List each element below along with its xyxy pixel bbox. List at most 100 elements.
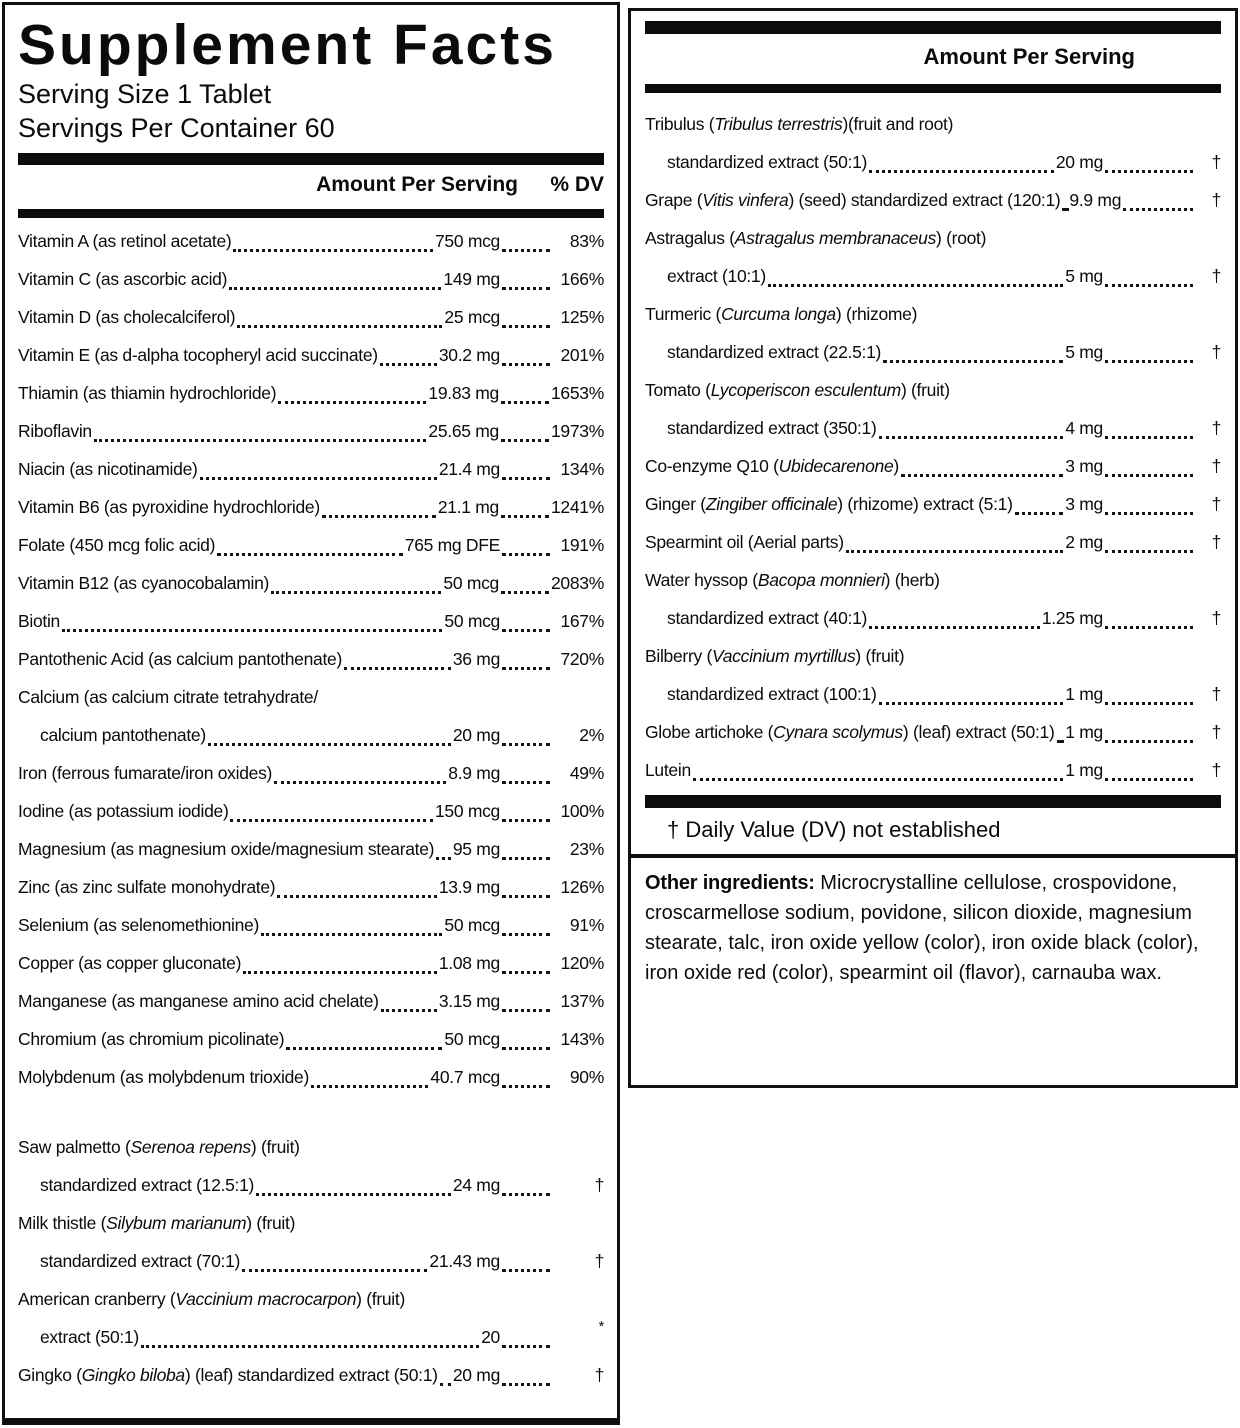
ingredient-value-line: Ginger (Zingiber officinale) (rhizome) e… [645, 485, 1221, 523]
ingredient-row: Co-enzyme Q10 (Ubidecarenone) 3 mg † [645, 447, 1221, 485]
ingredient-row: Iron (ferrous fumarate/iron oxides) 8.9 … [18, 754, 604, 792]
ingredient-name: Chromium (as chromium picolinate) [18, 1029, 285, 1049]
daily-value: 91% [569, 915, 604, 935]
ingredient-row: Spearmint oil (Aerial parts) 2 mg † [645, 523, 1221, 561]
amount-value: 13.9 mg [438, 877, 500, 897]
column-header-row: Amount Per Serving % DV [18, 165, 604, 205]
ingredient-value-line: standardized extract (350:1) 4 mg † [645, 409, 1221, 447]
dot-leader [61, 629, 443, 632]
ingredient-row: Vitamin E (as d-alpha tocopheryl acid su… [18, 336, 604, 374]
dot-leader [379, 363, 437, 366]
dot-leader [502, 1269, 550, 1272]
amount-value: 1 mg [1065, 760, 1103, 780]
ingredient-row: Water hyssop (Bacopa monnieri) (herb) sta… [645, 561, 1221, 637]
serving-size-line: Serving Size 1 Tablet [18, 79, 272, 109]
dot-leader [1062, 208, 1068, 211]
amount-value: 40.7 mcg [430, 1067, 500, 1087]
dot-leader [93, 439, 427, 442]
ingredient-name: Zinc (as zinc sulfate monohydrate) [18, 877, 276, 897]
daily-value: 90% [569, 1067, 604, 1087]
dot-leader [1105, 550, 1193, 553]
other-ingredients-text: Microcrystalline cellulose, crospovidone… [645, 872, 1199, 984]
ingredient-row: Ginger (Zingiber officinale) (rhizome) e… [645, 485, 1221, 523]
ingredient-row: Milk thistle (Silybum marianum) (fruit) s… [18, 1204, 604, 1280]
ingredient-name-line: Calcium (as calcium citrate tetrahydrate… [18, 687, 318, 707]
ingredient-name-line: Tomato (Lycoperiscon esculentum) (fruit) [645, 380, 950, 400]
dot-leader [502, 1383, 550, 1386]
dot-leader [229, 287, 442, 290]
dot-leader [1105, 740, 1193, 743]
dot-leader [502, 971, 550, 974]
ingredient-name: standardized extract (70:1) [40, 1251, 241, 1271]
daily-value: 100% [560, 801, 604, 821]
amount-value: 95 mg [452, 839, 500, 859]
daily-value: 1653% [551, 383, 604, 403]
percent-dv-header: % DV [550, 173, 604, 196]
ingredient-name-line: Saw palmetto (Serenoa repens) (fruit) [18, 1137, 300, 1157]
section-spacer [18, 1096, 604, 1124]
dot-leader [261, 933, 443, 936]
dot-leader [501, 515, 549, 518]
ingredient-name: Niacin (as nicotinamide) [18, 459, 198, 479]
daily-value: † [1211, 152, 1222, 172]
amount-value: 20 mg [1055, 152, 1103, 172]
ingredient-row: Turmeric (Curcuma longa) (rhizome) standa… [645, 295, 1221, 371]
servings-per-container-line: Servings Per Container 60 [18, 113, 335, 143]
dot-leader [207, 743, 451, 746]
dot-leader [501, 439, 549, 442]
divider-bar-thick [18, 153, 604, 165]
daily-value: 191% [560, 535, 604, 555]
ingredient-row: Astragalus (Astragalus membranaceus) (ro… [645, 219, 1221, 295]
dot-leader [1105, 436, 1193, 439]
ingredient-name: Spearmint oil (Aerial parts) [645, 532, 844, 552]
ingredient-name: extract (10:1) [667, 266, 766, 286]
amount-value: 3 mg [1065, 494, 1103, 514]
amount-value: 21.43 mg [429, 1251, 500, 1271]
ingredient-name: Vitamin C (as ascorbic acid) [18, 269, 228, 289]
dot-leader [256, 1193, 451, 1196]
page-title: Supplement Facts [18, 13, 557, 77]
ingredient-name: Vitamin B12 (as cyanocobalamin) [18, 573, 270, 593]
ingredient-value-line: extract (10:1) 5 mg † [645, 257, 1221, 295]
amount-value: 5 mg [1065, 342, 1103, 362]
dot-leader [1105, 512, 1193, 515]
ingredient-row: Folate (450 mcg folic acid) 765 mg DFE 19… [18, 526, 604, 564]
ingredient-name: standardized extract (40:1) [667, 608, 868, 628]
daily-value: 125% [560, 307, 604, 327]
other-ingredients-label: Other ingredients: [645, 872, 815, 894]
ingredient-name: Selenium (as selenomethionine) [18, 915, 259, 935]
ingredient-name: Iron (ferrous fumarate/iron oxides) [18, 763, 273, 783]
dot-leader [502, 933, 550, 936]
daily-value: 49% [569, 763, 604, 783]
ingredient-name: Manganese (as manganese amino acid chela… [18, 991, 379, 1011]
dot-leader [1105, 360, 1193, 363]
ingredient-name: standardized extract (12.5:1) [40, 1175, 255, 1195]
ingredient-value-line: standardized extract (40:1) 1.25 mg † [645, 599, 1221, 637]
daily-value: 1973% [551, 421, 604, 441]
amount-value: 8.9 mg [448, 763, 500, 783]
ingredient-name-line: Water hyssop (Bacopa monnieri) (herb) [645, 570, 940, 590]
daily-value: † [1211, 342, 1222, 362]
amount-value: 20 [481, 1327, 500, 1347]
ingredient-name: Vitamin D (as cholecalciferol) [18, 307, 236, 327]
dot-leader [502, 553, 550, 556]
ingredient-value-line: Iron (ferrous fumarate/iron oxides) 8.9 … [18, 754, 604, 792]
amount-value: 30.2 mg [438, 345, 500, 365]
dot-leader [243, 971, 437, 974]
daily-value: † [594, 1365, 605, 1385]
dot-leader [1105, 170, 1193, 173]
amount-value: 24 mg [452, 1175, 500, 1195]
ingredient-row: Vitamin B6 (as pyroxidine hydrochloride)… [18, 488, 604, 526]
supplement-facts-left-panel: Supplement Facts Serving Size 1 Tablet S… [2, 2, 620, 1425]
ingredient-row: Vitamin D (as cholecalciferol) 25 mcg 125… [18, 298, 604, 336]
ingredient-row: Magnesium (as magnesium oxide/magnesium … [18, 830, 604, 868]
dot-leader [692, 778, 1064, 781]
ingredient-value-line: Pantothenic Acid (as calcium pantothenat… [18, 640, 604, 678]
ingredient-row: Manganese (as manganese amino acid chela… [18, 982, 604, 1020]
ingredient-value-line: standardized extract (22.5:1) 5 mg † [645, 333, 1221, 371]
ingredient-value-line: Vitamin B12 (as cyanocobalamin) 50 mcg 208… [18, 564, 604, 602]
dot-leader [502, 363, 550, 366]
ingredient-value-line: Vitamin A (as retinol acetate) 750 mcg 83… [18, 222, 604, 260]
ingredient-value-line: Folate (450 mcg folic acid) 765 mg DFE 19… [18, 526, 604, 564]
dot-leader [274, 781, 447, 784]
